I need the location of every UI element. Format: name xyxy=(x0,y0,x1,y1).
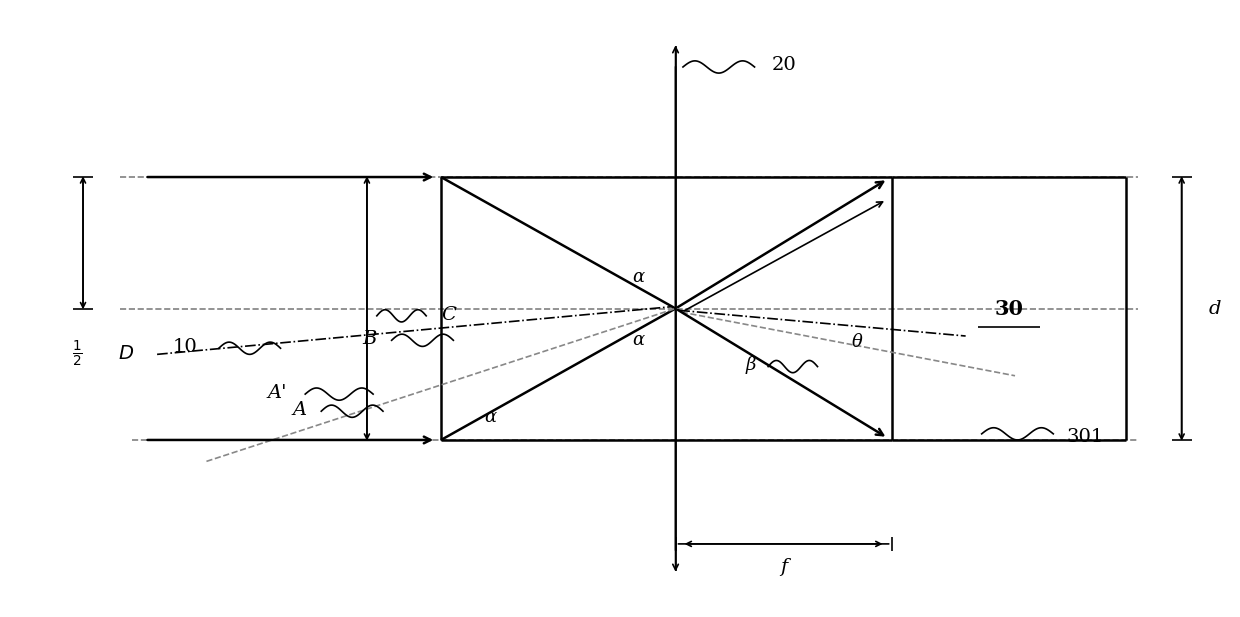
Text: C: C xyxy=(441,305,456,323)
Text: α: α xyxy=(632,268,645,286)
Text: $\frac{1}{2}$: $\frac{1}{2}$ xyxy=(72,339,82,370)
Text: β: β xyxy=(745,357,756,375)
Text: 301: 301 xyxy=(1066,428,1104,446)
Text: 30: 30 xyxy=(994,299,1023,318)
Text: A: A xyxy=(293,401,306,419)
Text: α: α xyxy=(632,331,645,349)
Text: α: α xyxy=(485,408,496,426)
Text: B: B xyxy=(362,330,377,348)
Text: 10: 10 xyxy=(174,338,198,356)
Text: θ: θ xyxy=(852,333,863,351)
Text: d: d xyxy=(1209,299,1221,318)
Text: 20: 20 xyxy=(771,56,796,74)
Text: A': A' xyxy=(267,384,286,402)
Text: f: f xyxy=(780,558,787,576)
Text: $D$: $D$ xyxy=(118,346,134,363)
